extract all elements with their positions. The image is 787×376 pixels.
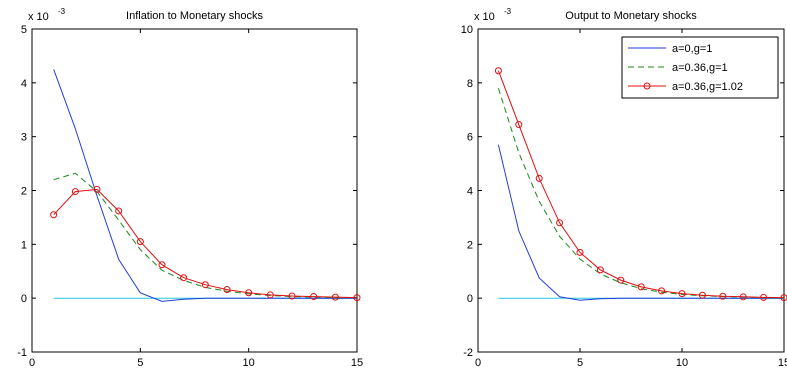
series-point: [50, 211, 58, 219]
y-exponent-label: x 10: [474, 11, 495, 23]
series-point: [201, 281, 209, 289]
x-tick-label: 15: [778, 357, 787, 369]
y-tick-label: 6: [467, 132, 473, 144]
series-point: [535, 174, 543, 182]
legend-entry: a=0.36,g=1.02: [672, 81, 743, 93]
plot-area-frame: [31, 28, 358, 353]
y-tick-label: 4: [467, 186, 473, 198]
y-tick-label: -2: [463, 347, 473, 359]
y-tick-label: 1: [21, 239, 27, 251]
x-tick-label: 0: [29, 357, 35, 369]
series-line-1: [53, 69, 357, 302]
series-point: [637, 283, 645, 291]
legend-entry: a=0,g=1: [672, 43, 712, 55]
series-point: [288, 292, 296, 300]
series-line-1: [497, 144, 784, 301]
y-exponent-power: -3: [504, 7, 512, 16]
series-point: [180, 274, 188, 282]
series-point: [115, 207, 123, 215]
y-tick-label: 2: [467, 239, 473, 251]
series-point: [576, 248, 584, 256]
series-point: [93, 185, 101, 193]
y-exponent-label: x 10: [28, 11, 49, 23]
y-tick-label: 8: [467, 78, 473, 90]
y-tick-label: 0: [467, 293, 473, 305]
y-tick-label: 10: [461, 24, 473, 36]
series-point: [494, 67, 502, 75]
legend-swatch-marker: [643, 82, 651, 90]
y-exponent-power: -3: [58, 7, 66, 16]
series-line-3: [497, 70, 785, 299]
y-tick-label: 5: [21, 24, 27, 36]
series-point: [739, 293, 747, 301]
series-point: [245, 289, 253, 297]
x-tick-label: 10: [676, 357, 688, 369]
series-point: [136, 238, 144, 246]
y-tick-label: 2: [21, 186, 27, 198]
legend-entry: a=0.36,g=1: [672, 62, 728, 74]
series-point: [331, 293, 339, 301]
series-point: [760, 293, 768, 301]
chart-title: Output to Monetary shocks: [565, 10, 697, 22]
series-point: [617, 276, 625, 284]
series-point: [353, 294, 361, 302]
series-point: [698, 291, 706, 299]
y-tick-label: -1: [17, 347, 27, 359]
series-point: [678, 290, 686, 298]
x-tick-label: 0: [475, 357, 481, 369]
series-line-2: [53, 172, 357, 299]
series-line-3: [53, 188, 358, 299]
series-point: [310, 293, 318, 301]
chart-title: Inflation to Monetary shocks: [126, 10, 263, 22]
series-point: [556, 219, 564, 227]
y-tick-label: 4: [21, 78, 27, 90]
series-point: [223, 286, 231, 294]
x-tick-label: 10: [243, 357, 255, 369]
x-tick-label: 5: [577, 357, 583, 369]
series-point: [515, 121, 523, 129]
series-point: [780, 294, 787, 302]
series-point: [719, 292, 727, 300]
x-tick-label: 15: [351, 357, 363, 369]
y-tick-label: 0: [21, 293, 27, 305]
series-point: [158, 261, 166, 269]
y-tick-label: 3: [21, 132, 27, 144]
series-point: [71, 188, 79, 196]
series-point: [266, 291, 274, 299]
x-tick-label: 5: [137, 357, 143, 369]
series-point: [658, 287, 666, 295]
series-point: [596, 266, 604, 274]
